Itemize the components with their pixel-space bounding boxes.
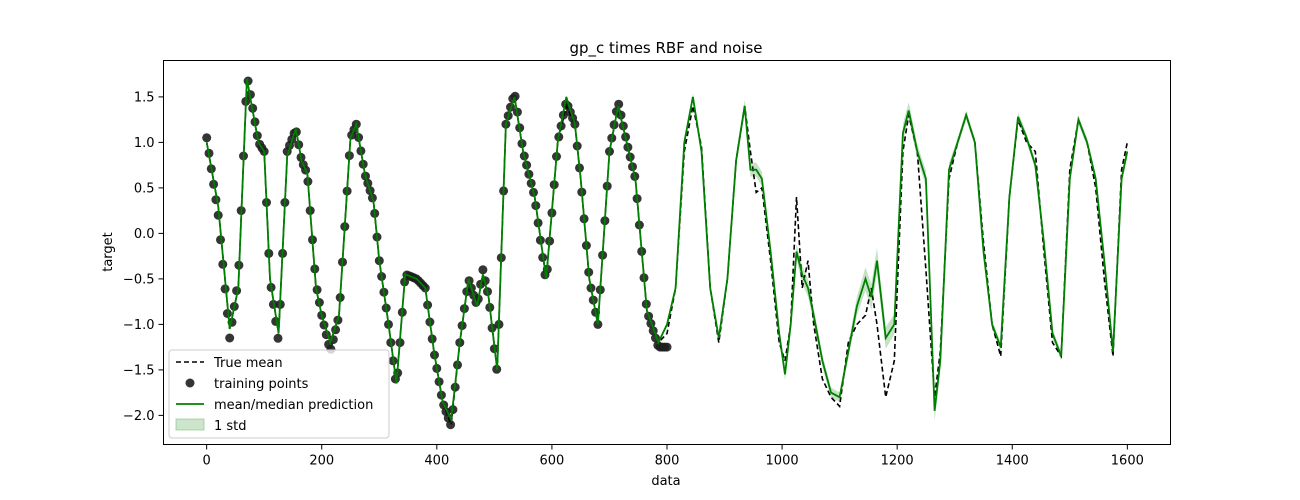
y-tick-label: −2.0 — [123, 409, 155, 424]
prediction-line — [205, 78, 1129, 424]
chart-title: gp_c times RBF and noise — [569, 39, 762, 58]
legend-std-label: 1 std — [214, 419, 247, 434]
x-axis-label: data — [651, 474, 680, 489]
legend-training-points-swatch — [185, 378, 195, 388]
y-tick-label: 0.5 — [134, 181, 155, 196]
legend: True mean training points mean/median pr… — [168, 349, 390, 439]
y-tick-label: −1.0 — [123, 318, 155, 333]
y-tick-label: 0.0 — [134, 227, 155, 242]
training-point — [478, 265, 488, 275]
training-point — [662, 342, 672, 352]
training-point — [446, 420, 456, 430]
x-tick-label: 400 — [424, 454, 449, 469]
legend-frame — [168, 349, 390, 439]
x-tick-label: 200 — [309, 454, 334, 469]
plot-area — [202, 76, 1129, 430]
y-axis: −2.0 −1.5 −1.0 −0.5 0.0 0.5 1.0 1.5 — [123, 90, 164, 424]
training-point — [273, 333, 283, 343]
x-tick-label: 0 — [203, 454, 211, 469]
x-tick-label: 600 — [540, 454, 565, 469]
y-tick-label: −0.5 — [123, 272, 155, 287]
x-tick-label: 1000 — [766, 454, 799, 469]
training-point — [614, 99, 624, 109]
legend-true-mean-label: True mean — [213, 356, 283, 371]
y-tick-label: −1.5 — [123, 363, 155, 378]
x-axis: 0 200 400 600 800 1000 1200 1400 1600 — [203, 444, 1144, 469]
y-axis-label: target — [101, 232, 116, 272]
x-tick-label: 1600 — [1111, 454, 1144, 469]
legend-training-points-label: training points — [214, 377, 309, 392]
training-point — [225, 333, 235, 343]
training-point — [202, 133, 212, 143]
training-point — [510, 91, 520, 101]
x-tick-label: 800 — [655, 454, 680, 469]
y-tick-label: 1.5 — [134, 90, 155, 105]
y-tick-label: 1.0 — [134, 136, 155, 151]
legend-prediction-label: mean/median prediction — [214, 398, 373, 413]
legend-std-swatch — [175, 418, 205, 431]
x-tick-label: 1400 — [996, 454, 1029, 469]
x-tick-label: 1200 — [881, 454, 914, 469]
